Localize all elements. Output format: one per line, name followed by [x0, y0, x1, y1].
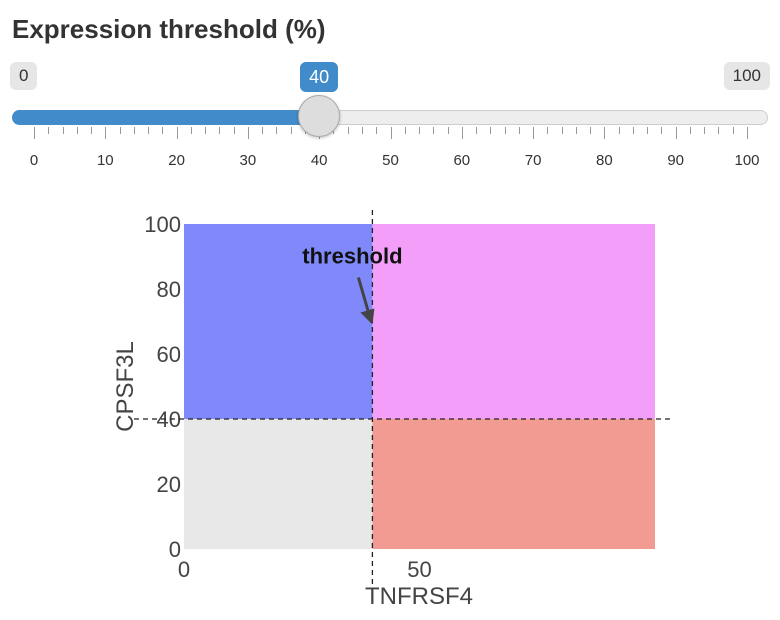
y-tick-label: 60: [157, 342, 181, 367]
slider-tick: [518, 127, 520, 134]
slider-tick: [133, 127, 135, 134]
slider-tick: [590, 127, 592, 134]
slider-tick: [190, 127, 192, 134]
slider-tick-label: 30: [239, 152, 257, 169]
slider-tick: [704, 127, 706, 134]
quadrant-rect: [372, 419, 655, 549]
slider-tick: [176, 127, 178, 139]
slider-tick: [504, 127, 506, 134]
slider-fill: [12, 110, 320, 125]
quadrant-rect: [184, 419, 373, 549]
slider-tick: [205, 127, 207, 134]
x-axis-title: TNFRSF4: [365, 583, 473, 610]
slider-tick: [632, 127, 634, 134]
slider-tick: [91, 127, 93, 134]
slider-tick: [533, 127, 535, 139]
slider-tick: [689, 127, 691, 134]
slider-tick: [148, 127, 150, 134]
slider-tick: [732, 127, 734, 134]
slider-min-label: 0: [10, 62, 38, 90]
threshold-arrowhead: [360, 308, 375, 325]
threshold-annotation: threshold: [302, 244, 402, 269]
slider-tick: [219, 127, 221, 134]
slider-tick: [461, 127, 463, 139]
slider-tick: [361, 127, 363, 134]
slider-title: Expression threshold (%): [12, 14, 326, 44]
slider-tick: [419, 127, 421, 134]
slider-tick: [575, 127, 577, 134]
slider-tick: [162, 127, 164, 134]
slider-tick: [76, 127, 78, 134]
slider-tick-label: 100: [734, 152, 760, 169]
slider-tick: [347, 127, 349, 134]
slider-tick-label: 60: [453, 152, 471, 169]
slider-tick: [561, 127, 563, 134]
slider-tick: [247, 127, 249, 139]
slider-tick: [233, 127, 235, 134]
y-tick-label: 100: [144, 212, 181, 237]
slider-tick: [490, 127, 492, 134]
slider-tick: [390, 127, 392, 139]
slider-tick: [376, 127, 378, 134]
y-tick-label: 80: [157, 277, 181, 302]
slider-tick: [433, 127, 435, 134]
slider-tick: [618, 127, 620, 134]
slider-tick: [290, 127, 292, 134]
slider-tick: [262, 127, 264, 134]
slider-tick: [476, 127, 478, 134]
slider-tick-label: 10: [96, 152, 114, 169]
slider-tick: [48, 127, 50, 134]
x-tick-label: 0: [178, 557, 190, 582]
slider-tick-label: 90: [667, 152, 685, 169]
slider-tick-label: 20: [168, 152, 185, 169]
slider-tick: [718, 127, 720, 134]
slider-tick-label: 80: [596, 152, 613, 169]
y-tick-label: 40: [157, 407, 181, 432]
y-axis-title: CPSF3L: [112, 341, 139, 432]
slider-tick: [119, 127, 121, 134]
slider-tick: [404, 127, 406, 134]
slider-tick: [661, 127, 663, 134]
slider-tick-label: 40: [310, 152, 328, 169]
y-tick-label: 20: [157, 472, 181, 497]
slider-tick: [276, 127, 278, 134]
threshold-arrow: [356, 277, 371, 316]
quadrant-rect: [184, 224, 373, 419]
slider-tick-label: 0: [29, 152, 39, 169]
slider-tick-label: 70: [524, 152, 542, 169]
slider-max-label: 100: [723, 62, 770, 90]
slider-value-label: 40: [300, 62, 339, 92]
slider-handle[interactable]: [298, 95, 341, 137]
slider-tick-label: 50: [382, 152, 399, 169]
slider-tick: [105, 127, 107, 139]
slider-tick: [675, 127, 677, 139]
slider-tick: [604, 127, 606, 139]
slider-tick: [34, 127, 35, 139]
slider-tick: [747, 127, 748, 139]
slider-tick: [647, 127, 649, 134]
slider-tick: [447, 127, 449, 134]
slider-tick: [62, 127, 64, 134]
y-tick-label: 0: [169, 537, 181, 562]
x-tick-label: 50: [407, 557, 431, 582]
quadrant-rect: [372, 224, 655, 419]
slider-tick: [547, 127, 549, 134]
